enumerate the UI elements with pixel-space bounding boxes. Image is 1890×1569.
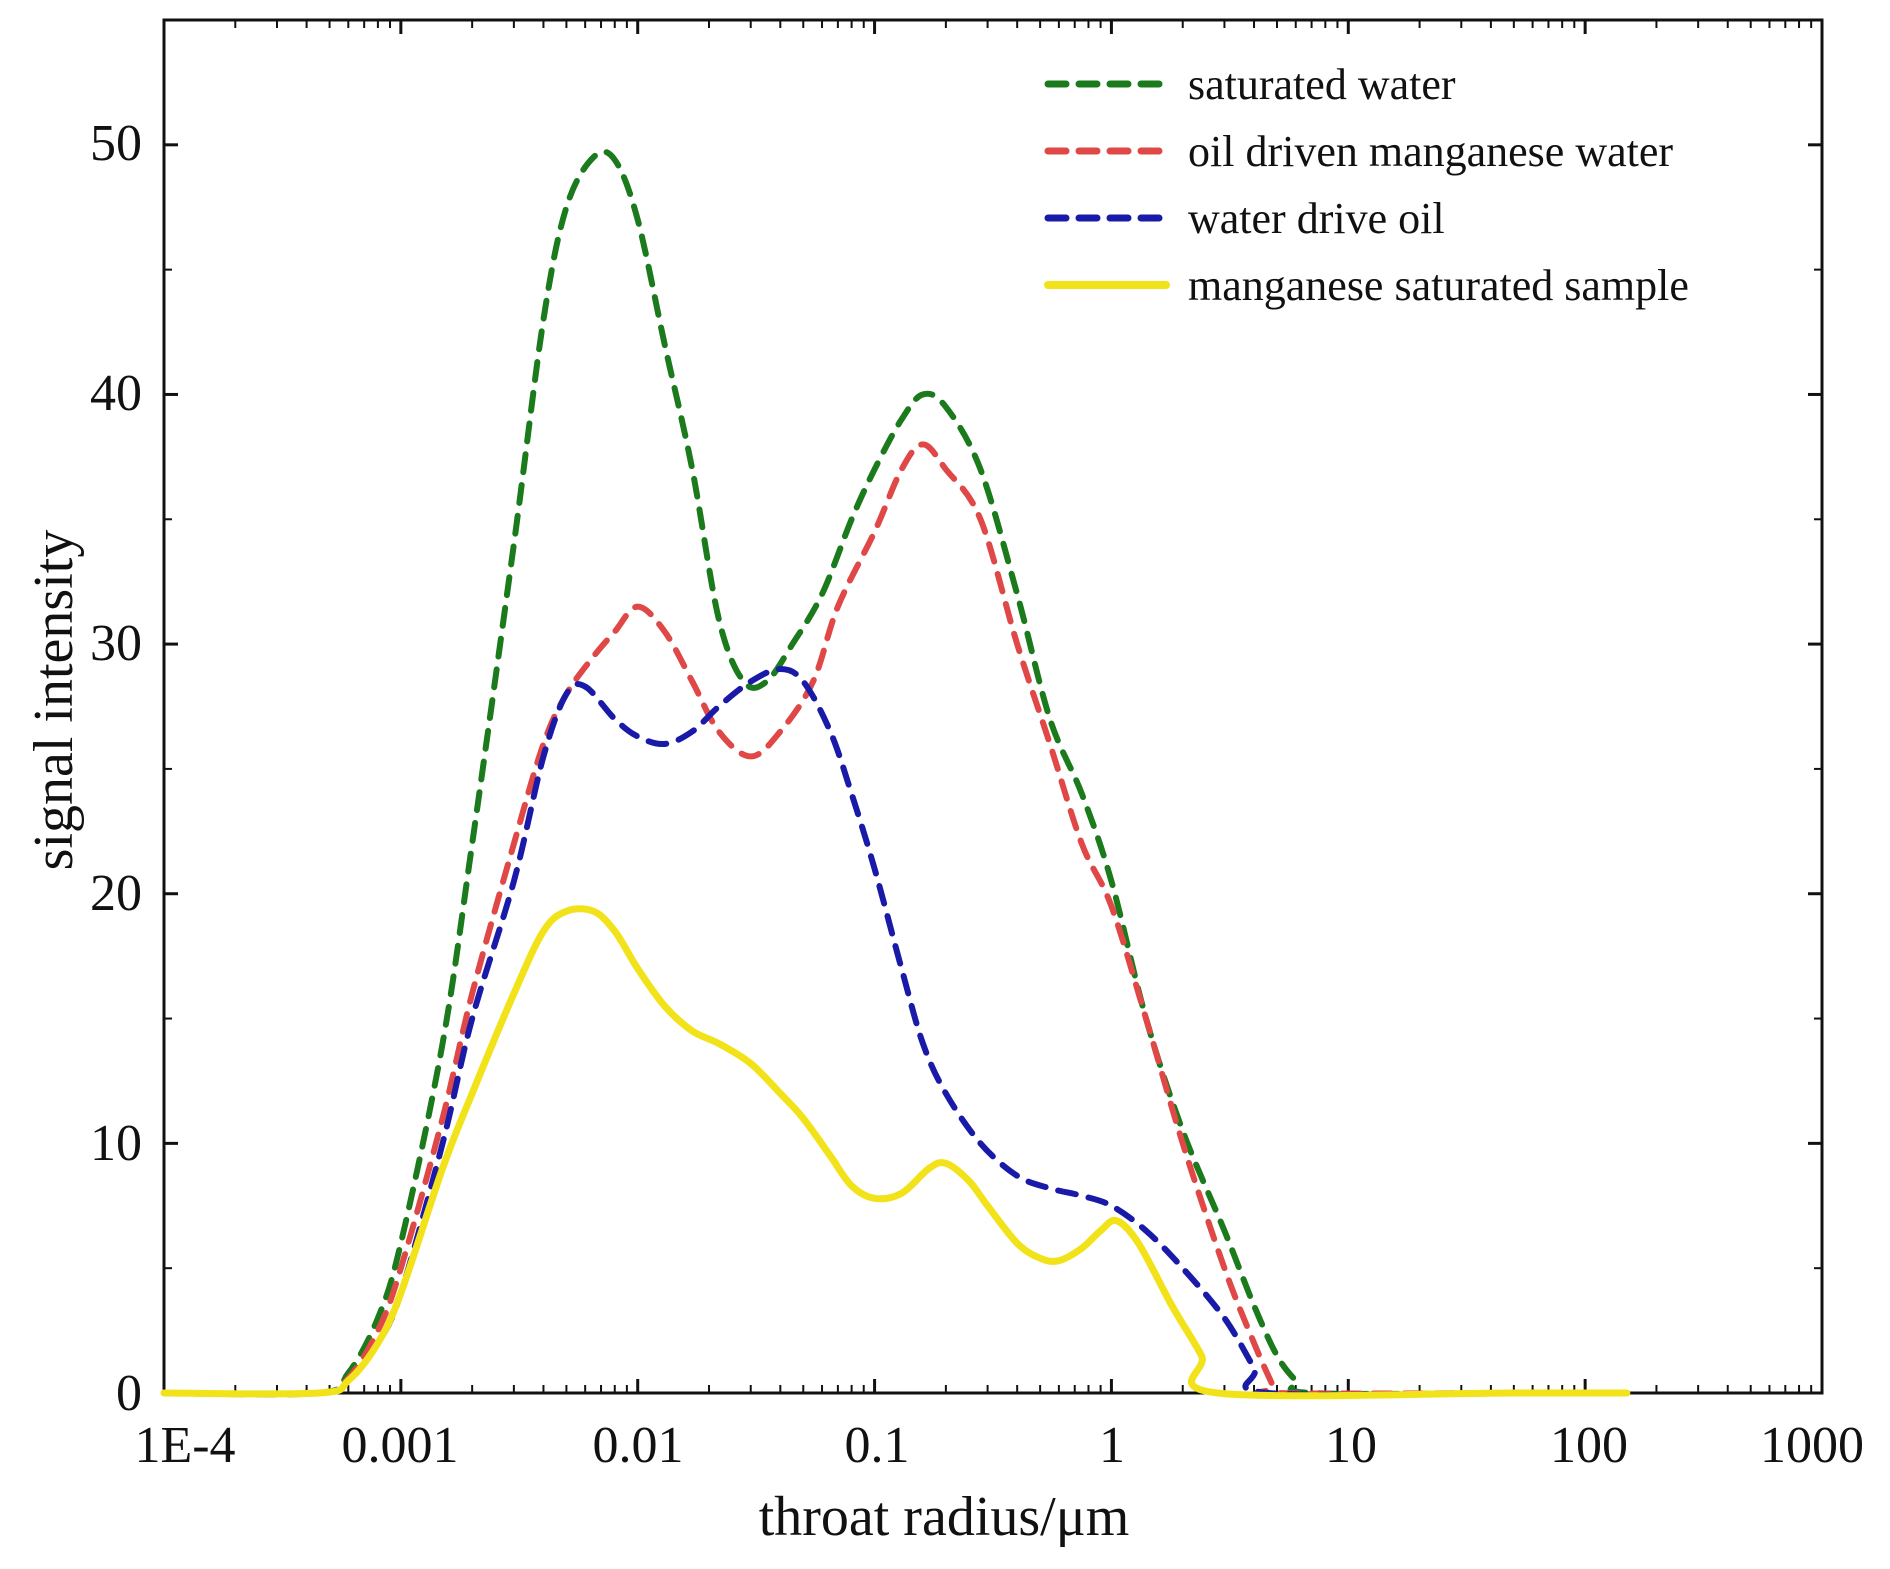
y-tick-labels: 0 10 20 30 40 50 (90, 115, 142, 1422)
x-tick-label: 0.001 (342, 1417, 459, 1474)
series-line-oil-driven-manganese-water (161, 441, 1630, 1398)
x-axis-label: throat radius/μm (759, 1486, 1130, 1548)
axis-ticks (162, 20, 1824, 1395)
x-tick-label: 0.01 (593, 1417, 684, 1474)
y-tick-label: 30 (90, 615, 142, 672)
y-tick-label: 40 (90, 365, 142, 422)
series-line-manganese-saturated-sample (160, 905, 1631, 1400)
x-tick-label: 0.1 (845, 1417, 910, 1474)
x-tick-labels: 1E-4 0.001 0.01 0.1 1 10 100 1000 (134, 1417, 1864, 1474)
x-tick-label: 1E-4 (134, 1417, 235, 1474)
y-tick-label: 0 (116, 1365, 142, 1422)
legend-label-water-drive-oil: water drive oil (1188, 194, 1445, 243)
legend-label-saturated-water: saturated water (1188, 60, 1456, 109)
y-axis-label: signal intensity (23, 530, 85, 871)
legend-label-oil-driven-manganese-water: oil driven manganese water (1188, 127, 1673, 176)
series-line-water-drive-oil (161, 666, 1630, 1398)
series-lines (160, 148, 1631, 1400)
x-tick-label: 1000 (1760, 1417, 1864, 1474)
x-tick-label: 10 (1325, 1417, 1377, 1474)
series-line-saturated-water (161, 148, 1630, 1398)
x-tick-label: 1 (1099, 1417, 1125, 1474)
plot-frame (162, 18, 1824, 1395)
y-tick-label: 50 (90, 115, 142, 172)
y-tick-label: 10 (90, 1115, 142, 1172)
legend: saturated water oil driven manganese wat… (1044, 60, 1689, 310)
x-tick-label: 100 (1550, 1417, 1628, 1474)
y-tick-label: 20 (90, 865, 142, 922)
legend-label-manganese-saturated-sample: manganese saturated sample (1188, 261, 1689, 310)
